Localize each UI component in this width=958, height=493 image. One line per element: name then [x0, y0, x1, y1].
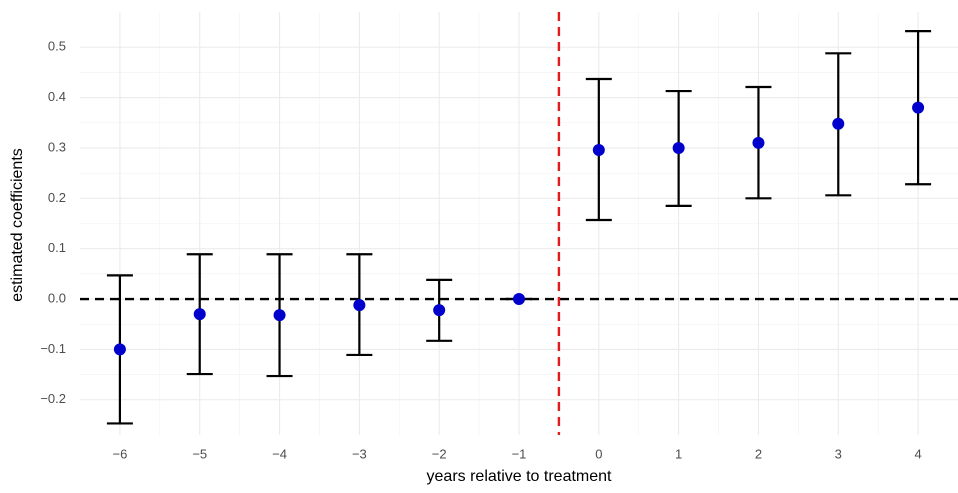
x-tick-label: −2 [432, 446, 447, 461]
y-tick-label: 0.5 [48, 39, 66, 54]
x-tick-label: −6 [112, 446, 127, 461]
point [193, 308, 206, 321]
y-tick-label: 0.3 [48, 139, 66, 154]
y-tick-label: −0.1 [40, 341, 66, 356]
x-tick-label: −4 [272, 446, 287, 461]
point [113, 343, 126, 356]
y-tick-label: 0.4 [48, 89, 66, 104]
point [353, 299, 366, 312]
x-tick-label: 0 [595, 446, 602, 461]
y-axis-title: estimated coefficients [9, 148, 26, 302]
point [592, 143, 605, 156]
y-tick-label: 0.0 [48, 290, 66, 305]
x-tick-label: −5 [192, 446, 207, 461]
x-tick-label: −3 [352, 446, 367, 461]
point [273, 309, 286, 322]
point [752, 136, 765, 149]
y-tick-label: 0.2 [48, 190, 66, 205]
x-tick-label: −1 [512, 446, 527, 461]
point [672, 141, 685, 154]
point [832, 117, 845, 130]
x-tick-label: 4 [914, 446, 921, 461]
x-tick-label: 3 [835, 446, 842, 461]
x-axis-title: years relative to treatment [427, 468, 613, 485]
x-tick-label: 1 [675, 446, 682, 461]
y-tick-label: 0.1 [48, 240, 66, 255]
point [912, 101, 925, 114]
point [513, 293, 525, 306]
x-tick-label: 2 [755, 446, 762, 461]
y-tick-label: −0.2 [40, 391, 66, 406]
point [433, 304, 446, 317]
